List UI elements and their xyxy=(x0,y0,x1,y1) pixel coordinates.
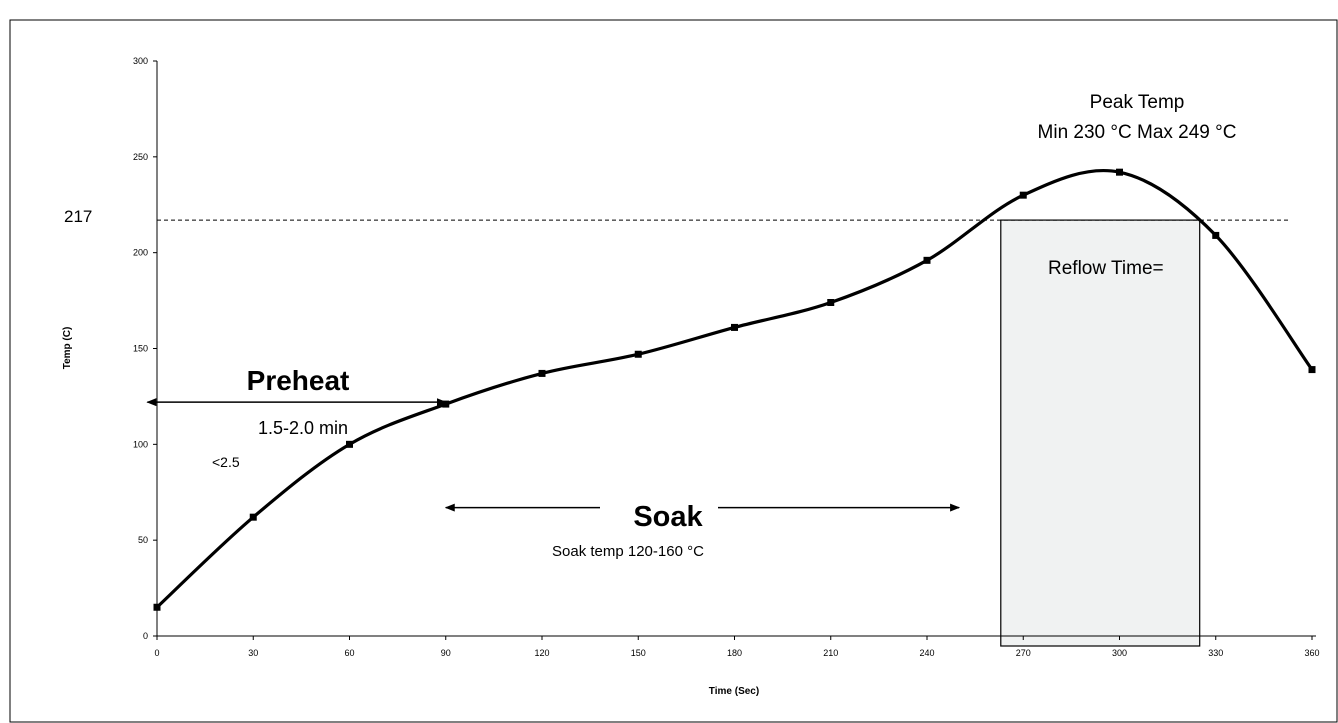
data-point xyxy=(346,440,353,448)
x-tick-label: 120 xyxy=(534,648,549,658)
peak-temp-range: Min 230 °C Max 249 °C xyxy=(1038,122,1237,143)
y-tick-label: 300 xyxy=(133,56,148,66)
x-tick-label: 300 xyxy=(1112,648,1127,658)
x-tick-label: 30 xyxy=(248,648,258,658)
preheat-time-label: 1.5-2.0 min xyxy=(258,418,348,438)
plot-frame xyxy=(9,19,1338,723)
x-axis-title: Time (Sec) xyxy=(709,686,759,697)
data-point xyxy=(1308,366,1316,374)
data-point xyxy=(1212,231,1220,239)
data-point xyxy=(249,513,257,521)
data-point xyxy=(1116,168,1123,176)
data-point xyxy=(731,323,738,331)
x-tick-label: 60 xyxy=(344,648,354,658)
x-tick-label: 360 xyxy=(1304,648,1319,658)
y-tick-label: 150 xyxy=(133,344,148,354)
rate-label: <2.5 xyxy=(212,454,240,470)
x-tick-label: 180 xyxy=(727,648,742,658)
data-point xyxy=(153,603,161,611)
soak-temp-label: Soak temp 120-160 °C xyxy=(552,543,704,560)
temperature-series xyxy=(153,168,1316,611)
data-point xyxy=(827,299,835,306)
reflow-time-label: Reflow Time= xyxy=(1048,258,1164,279)
y-tick-label: 50 xyxy=(138,535,148,545)
preheat-label: Preheat xyxy=(247,365,350,396)
peak-temp-title: Peak Temp xyxy=(1090,92,1185,113)
y-tick-label: 250 xyxy=(133,152,148,162)
reference-line-label: 217 xyxy=(64,207,92,226)
soak-label: Soak xyxy=(633,501,703,533)
x-tick-label: 0 xyxy=(154,648,159,658)
x-tick-label: 240 xyxy=(919,648,934,658)
x-tick-label: 270 xyxy=(1016,648,1031,658)
y-axis-title: Temp (C) xyxy=(62,327,73,370)
reflow-time-region xyxy=(1000,219,1201,647)
data-point xyxy=(923,256,931,264)
y-tick-label: 200 xyxy=(133,248,148,258)
y-tick-label: 0 xyxy=(143,631,148,641)
x-axis-ticks: 0 30 60 90 120 150 180 210 240 270 300 330 360 xyxy=(154,636,1320,658)
data-point xyxy=(1019,191,1027,199)
x-tick-label: 150 xyxy=(631,648,646,658)
y-axis-ticks: 0 50 100 150 200 250 300 xyxy=(133,56,157,641)
data-point xyxy=(634,350,642,358)
y-tick-label: 100 xyxy=(133,439,148,449)
x-tick-label: 90 xyxy=(441,648,451,658)
data-point xyxy=(538,369,546,377)
x-tick-label: 210 xyxy=(823,648,838,658)
x-tick-label: 330 xyxy=(1208,648,1223,658)
